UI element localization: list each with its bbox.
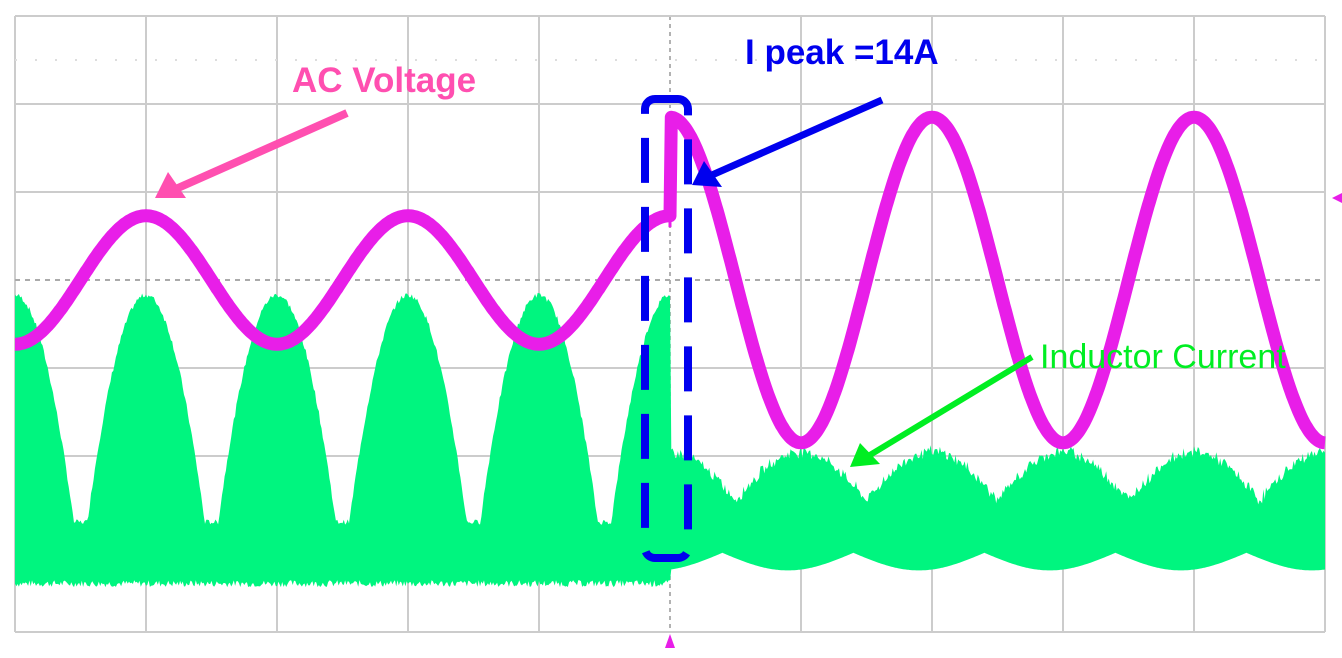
channel-marker: [1332, 193, 1342, 203]
current-label: Inductor Current: [1040, 338, 1286, 376]
peak-highlight-box: [641, 95, 692, 562]
voltage-label: AC Voltage: [292, 61, 476, 100]
peak-current-label: I peak =14A: [745, 33, 939, 72]
current-arrow: [850, 354, 1034, 467]
inductor-current-trace: [15, 292, 1325, 588]
trigger-marker: [665, 634, 675, 648]
annotations: AC Voltage I peak =14A Inductor Current: [155, 33, 1286, 562]
traces: [9, 110, 1331, 588]
peak-arrow: [692, 96, 884, 187]
voltage-arrow: [155, 109, 349, 198]
